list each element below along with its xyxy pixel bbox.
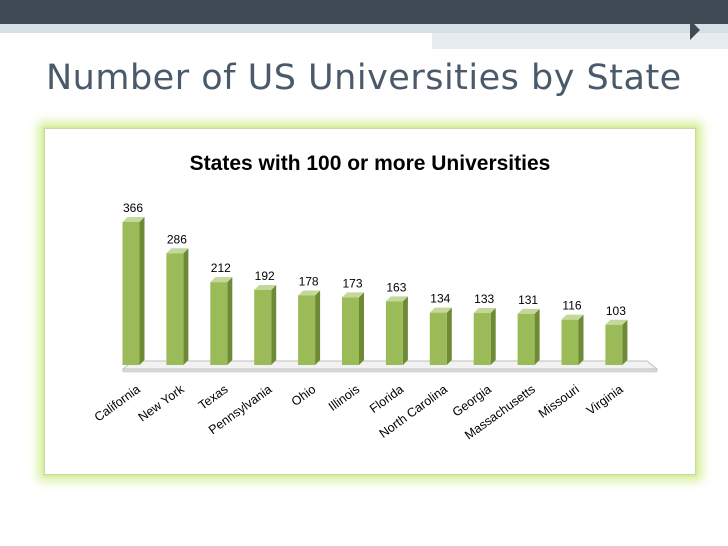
bar-side bbox=[578, 314, 584, 365]
bar-front bbox=[605, 324, 623, 365]
bar bbox=[429, 307, 452, 365]
bar-top bbox=[605, 319, 628, 325]
bar-front bbox=[385, 301, 403, 365]
bar bbox=[561, 314, 584, 365]
top-strip bbox=[0, 24, 728, 33]
x-tick-label: Virginia bbox=[584, 382, 626, 418]
bar bbox=[473, 308, 496, 365]
bar bbox=[385, 296, 408, 365]
data-label: 133 bbox=[474, 292, 494, 306]
x-tick-label: Illinois bbox=[326, 382, 362, 414]
bar-front bbox=[254, 289, 272, 365]
bar-side bbox=[446, 307, 452, 365]
bar-chart: States with 100 or more Universities 366… bbox=[92, 152, 659, 442]
bar-front bbox=[166, 253, 184, 365]
bar bbox=[605, 319, 628, 365]
data-label: 286 bbox=[167, 232, 187, 246]
top-bar bbox=[0, 0, 728, 24]
x-tick-label: Florida bbox=[367, 382, 406, 416]
bar-front bbox=[342, 297, 359, 365]
bar-top bbox=[473, 308, 496, 314]
bar bbox=[298, 290, 321, 365]
bar bbox=[342, 292, 364, 365]
bar-front bbox=[517, 313, 535, 365]
bar bbox=[122, 217, 145, 365]
x-tick-label: Ohio bbox=[289, 382, 319, 409]
x-tick-label: Texas bbox=[196, 382, 231, 413]
bar-top bbox=[561, 314, 584, 320]
data-label: 131 bbox=[518, 293, 538, 307]
bar-front bbox=[473, 313, 491, 365]
x-tick-label: Missouri bbox=[536, 382, 582, 421]
bar-top bbox=[122, 217, 145, 222]
top-notch bbox=[690, 20, 700, 40]
bar-side bbox=[534, 308, 540, 365]
bar bbox=[166, 248, 189, 365]
chart-floor-edge bbox=[122, 368, 658, 373]
x-tick-label: California bbox=[92, 382, 143, 424]
data-label: 192 bbox=[255, 269, 275, 283]
x-tick-label: New York bbox=[136, 382, 188, 425]
bar-top bbox=[298, 290, 321, 296]
bar-front bbox=[298, 295, 316, 365]
bar-front bbox=[561, 319, 579, 365]
chart-frame: States with 100 or more Universities 366… bbox=[44, 128, 696, 475]
bar-top bbox=[210, 277, 233, 283]
bar-top bbox=[517, 308, 540, 314]
bar-side bbox=[359, 292, 364, 365]
data-label: 134 bbox=[430, 292, 450, 306]
bar-side bbox=[622, 319, 628, 365]
bar-side bbox=[227, 277, 233, 365]
bar bbox=[517, 308, 540, 365]
data-label: 163 bbox=[386, 280, 406, 294]
bar-side bbox=[139, 217, 145, 365]
bar-side bbox=[271, 284, 277, 365]
bar-top bbox=[166, 248, 189, 254]
bar-side bbox=[490, 308, 496, 365]
bar-side bbox=[315, 290, 321, 365]
bar-side bbox=[402, 296, 408, 365]
bar-top bbox=[429, 307, 452, 313]
bar-side bbox=[183, 248, 189, 365]
data-label: 366 bbox=[123, 201, 143, 215]
data-label: 116 bbox=[562, 299, 581, 313]
data-label: 212 bbox=[211, 261, 231, 275]
data-label: 178 bbox=[299, 274, 319, 288]
bar-front bbox=[122, 222, 140, 365]
data-label: 103 bbox=[606, 304, 626, 318]
bar-top bbox=[385, 296, 408, 302]
data-label: 173 bbox=[342, 276, 362, 290]
bar bbox=[254, 284, 277, 365]
bar-front bbox=[210, 282, 228, 365]
bar-front bbox=[429, 312, 447, 365]
top-strip-accent bbox=[432, 33, 728, 49]
bar-top bbox=[342, 292, 364, 298]
bar-top bbox=[254, 284, 277, 290]
slide-title: Number of US Universities by State bbox=[46, 58, 682, 98]
bar bbox=[210, 277, 233, 365]
chart-title: States with 100 or more Universities bbox=[190, 152, 551, 175]
